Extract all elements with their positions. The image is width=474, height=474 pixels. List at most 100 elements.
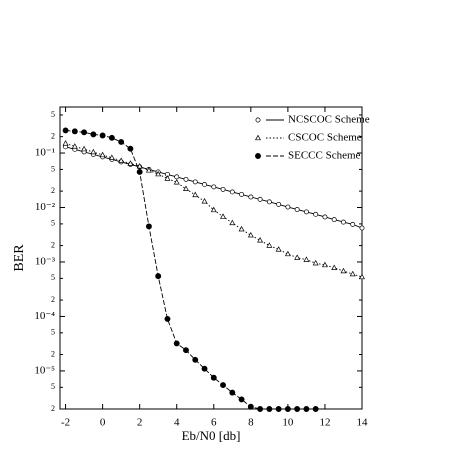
- marker: [62, 140, 69, 146]
- x-tick-label: 8: [248, 417, 254, 429]
- marker: [284, 406, 291, 412]
- marker: [183, 176, 189, 182]
- marker: [312, 406, 319, 412]
- marker: [192, 356, 199, 363]
- marker: [294, 406, 301, 412]
- marker: [145, 223, 152, 230]
- marker: [313, 211, 319, 217]
- y-tick-label: 5: [51, 382, 55, 391]
- marker: [210, 374, 217, 381]
- y-tick-label: 10⁻⁴: [34, 310, 55, 322]
- legend-marker: [255, 134, 261, 141]
- marker: [285, 204, 291, 210]
- marker: [173, 178, 180, 185]
- marker: [127, 160, 134, 166]
- x-tick-label: 12: [319, 417, 330, 429]
- marker: [303, 406, 310, 412]
- y-tick-label: 5: [51, 273, 55, 282]
- x-axis-label: Eb/N0 [db]: [182, 428, 241, 443]
- marker: [136, 168, 143, 175]
- marker: [257, 236, 264, 243]
- y-tick-label: 2: [51, 240, 55, 249]
- y-tick-label: 10⁻³: [35, 256, 56, 268]
- marker: [220, 186, 226, 192]
- marker: [136, 163, 143, 169]
- marker: [321, 261, 328, 268]
- marker: [266, 199, 272, 205]
- marker: [99, 132, 106, 139]
- marker: [192, 191, 199, 198]
- marker: [239, 191, 245, 197]
- marker: [359, 273, 365, 280]
- y-tick-label: 10⁻¹: [35, 147, 55, 159]
- marker: [294, 207, 300, 212]
- marker: [341, 219, 346, 225]
- marker: [303, 209, 309, 215]
- marker: [202, 182, 207, 187]
- marker: [118, 157, 125, 163]
- marker: [349, 270, 356, 277]
- y-tick-label: 2: [51, 404, 55, 413]
- plot-frame: [59, 106, 363, 410]
- marker: [90, 131, 97, 138]
- marker: [257, 196, 263, 202]
- x-tick-label: 14: [357, 417, 369, 429]
- marker: [284, 250, 291, 257]
- x-tick-label: 10: [282, 417, 294, 429]
- legend-label: NCSCOC Scheme: [288, 114, 370, 126]
- marker: [229, 189, 235, 195]
- marker: [183, 347, 189, 354]
- marker: [71, 143, 78, 149]
- y-tick-label: 10⁻⁵: [34, 364, 55, 376]
- marker: [81, 145, 88, 152]
- legend-label: SECCC Scheme: [288, 150, 361, 162]
- marker: [276, 201, 282, 207]
- marker: [266, 242, 273, 248]
- y-tick-label: 2: [51, 295, 55, 304]
- y-tick-label: 10⁻²: [35, 201, 56, 213]
- marker: [201, 197, 208, 204]
- marker: [294, 254, 301, 260]
- marker: [238, 396, 245, 403]
- marker: [238, 225, 245, 232]
- x-tick-label: -2: [61, 417, 70, 429]
- marker: [108, 154, 115, 160]
- marker: [192, 179, 198, 185]
- marker: [359, 225, 365, 231]
- marker: [211, 184, 217, 190]
- marker: [247, 403, 254, 410]
- marker: [164, 175, 171, 181]
- marker: [108, 134, 115, 141]
- marker: [275, 246, 282, 252]
- y-axis-label: BER: [12, 244, 27, 272]
- legend-marker: [255, 153, 261, 159]
- y-tick-label: 2: [51, 186, 55, 195]
- x-tick-label: 4: [174, 417, 180, 429]
- y-tick-label: 5: [51, 164, 55, 173]
- marker: [210, 206, 217, 213]
- marker: [81, 129, 88, 136]
- legend-marker: [255, 117, 261, 123]
- x-tick-label: 0: [100, 417, 106, 429]
- marker: [331, 217, 337, 223]
- y-tick-label: 5: [51, 219, 55, 228]
- marker: [257, 406, 264, 412]
- marker: [62, 127, 69, 134]
- marker: [312, 259, 319, 266]
- marker: [174, 174, 180, 180]
- marker: [155, 170, 162, 177]
- marker: [155, 273, 162, 280]
- marker: [275, 406, 282, 412]
- marker: [201, 365, 208, 372]
- x-tick-label: 2: [137, 417, 143, 429]
- marker: [90, 148, 97, 155]
- marker: [266, 406, 273, 412]
- marker: [229, 389, 236, 396]
- marker: [145, 167, 152, 173]
- y-tick-label: 2: [51, 349, 55, 358]
- marker: [229, 219, 236, 226]
- series-line: [65, 129, 316, 410]
- marker: [99, 151, 106, 158]
- marker: [331, 264, 338, 271]
